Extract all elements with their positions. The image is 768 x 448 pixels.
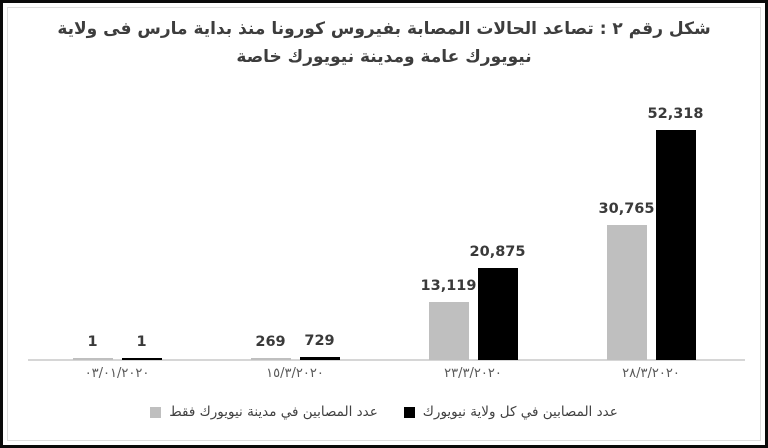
x-axis-line [28,359,745,361]
bar [428,302,469,360]
legend-label: عدد المصابين في كل ولاية نيويورك [422,404,618,420]
bar [655,130,696,360]
bar-value-label: 13,119 [420,278,477,294]
legend-swatch-icon [150,406,162,418]
x-axis-label: ١٥/٣/٢٠٢٠ [266,366,324,381]
chart-title: شكل رقم ٢ : تصاعد الحالات المصابة بفيروس… [43,16,725,71]
bar-value-label: 729 [304,333,335,349]
legend-swatch-icon [403,406,415,418]
legend-item: عدد المصابين في مدينة نيويورك فقط [150,404,378,420]
bar-value-label: 30,765 [598,201,655,217]
bar [606,225,647,360]
legend: عدد المصابين في مدينة نيويورك فقط عدد الم… [3,404,765,420]
bar-value-label: 1 [87,334,98,350]
chart-title-line1: شكل رقم ٢ : تصاعد الحالات المصابة بفيروس… [57,19,711,39]
bar-value-label: 269 [255,334,286,350]
x-axis-label: ٢٣/٣/٢٠٢٠ [444,366,502,381]
bar [250,358,291,360]
bar-value-label: 1 [136,334,147,350]
legend-item: عدد المصابين في كل ولاية نيويورك [403,404,618,420]
chart-title-line2: نيويورك عامة ومدينة نيويورك خاصة [236,46,532,67]
plot-area: 1 1 269 729 13,119 20,875 30,765 52,318 ٠٣/٠١/٢… [3,3,765,445]
x-axis-label: ٠٣/٠١/٢٠٢٠ [84,366,150,381]
x-axis-label: ٢٨/٣/٢٠٢٠ [622,366,680,381]
bar-value-label: 52,318 [647,106,704,122]
bar [299,357,340,360]
bar [477,268,518,360]
bar [121,358,162,360]
bar-value-label: 20,875 [469,244,526,260]
bar [72,358,113,360]
legend-label: عدد المصابين في مدينة نيويورك فقط [169,404,378,420]
